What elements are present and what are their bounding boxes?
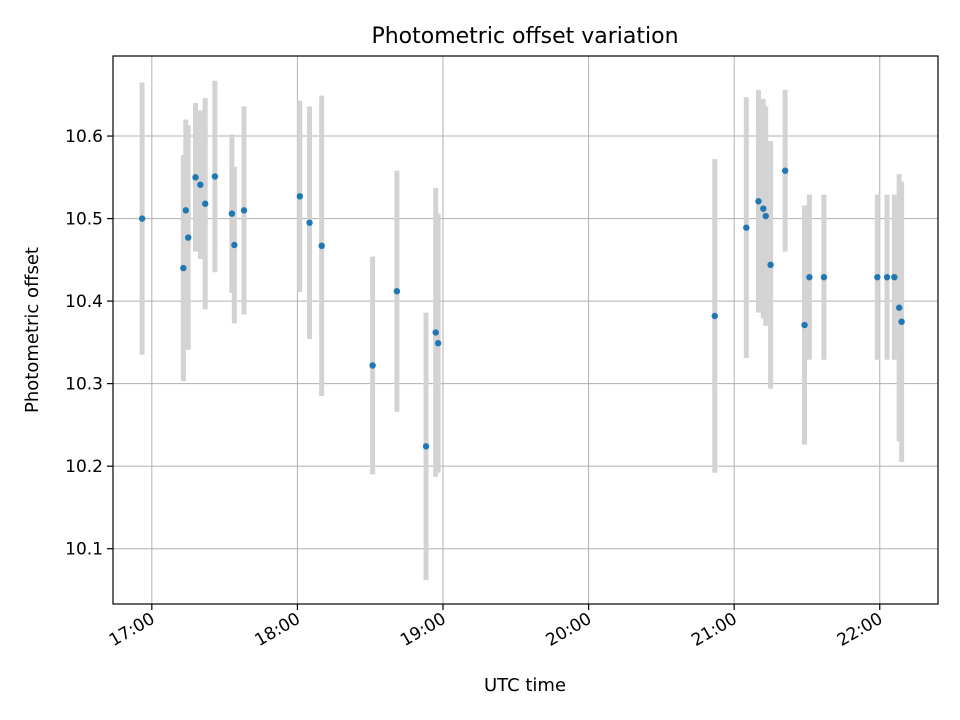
data-point: [883, 273, 891, 281]
data-point: [767, 261, 774, 269]
data-point: [891, 273, 898, 281]
y-tick-label: 10.1: [65, 540, 103, 560]
data-point: [318, 242, 325, 250]
x-tick-label: 17:00: [106, 609, 158, 651]
data-point: [806, 273, 813, 281]
data-point: [874, 273, 881, 281]
data-point: [296, 193, 304, 200]
y-tick-label: 10.4: [65, 292, 103, 312]
data-point: [711, 312, 718, 320]
data-point: [202, 200, 209, 207]
x-tick-label: 20:00: [543, 609, 595, 651]
x-axis-label: UTC time: [484, 675, 566, 696]
data-point: [211, 173, 219, 180]
y-tick-label: 10.5: [65, 210, 103, 230]
data-point: [185, 234, 192, 241]
y-tick-label: 10.2: [65, 457, 103, 477]
data-point: [369, 362, 376, 369]
data-point: [393, 288, 401, 295]
data-point: [743, 224, 750, 231]
x-tick-label: 19:00: [397, 609, 449, 651]
x-tick-label: 21:00: [688, 609, 740, 651]
data-point: [422, 443, 430, 450]
x-tick-label: 18:00: [251, 609, 303, 651]
data-point: [240, 207, 248, 214]
data-points: [138, 167, 905, 450]
data-point: [755, 198, 762, 205]
data-point: [228, 210, 236, 217]
data-point: [898, 318, 905, 325]
data-point: [306, 219, 313, 226]
data-point: [434, 340, 442, 347]
data-point: [182, 207, 189, 214]
data-point: [180, 264, 187, 272]
data-point: [192, 174, 199, 181]
data-point: [432, 329, 439, 336]
data-point: [820, 273, 828, 281]
chart-title: Photometric offset variation: [371, 24, 678, 49]
x-tick-label: 22:00: [834, 609, 886, 651]
data-point: [231, 241, 238, 249]
error-bars: [139, 80, 905, 581]
data-point: [895, 304, 903, 311]
y-tick-label: 10.6: [65, 127, 103, 147]
y-axis-label: Photometric offset: [22, 247, 43, 413]
y-tick-label: 10.3: [65, 375, 103, 395]
data-point: [801, 321, 808, 329]
data-point: [138, 215, 146, 222]
grid: [113, 56, 938, 604]
data-point: [762, 212, 769, 220]
data-point: [781, 167, 789, 174]
plot-frame: [112, 55, 939, 605]
data-point: [760, 205, 767, 212]
data-point: [197, 181, 204, 188]
